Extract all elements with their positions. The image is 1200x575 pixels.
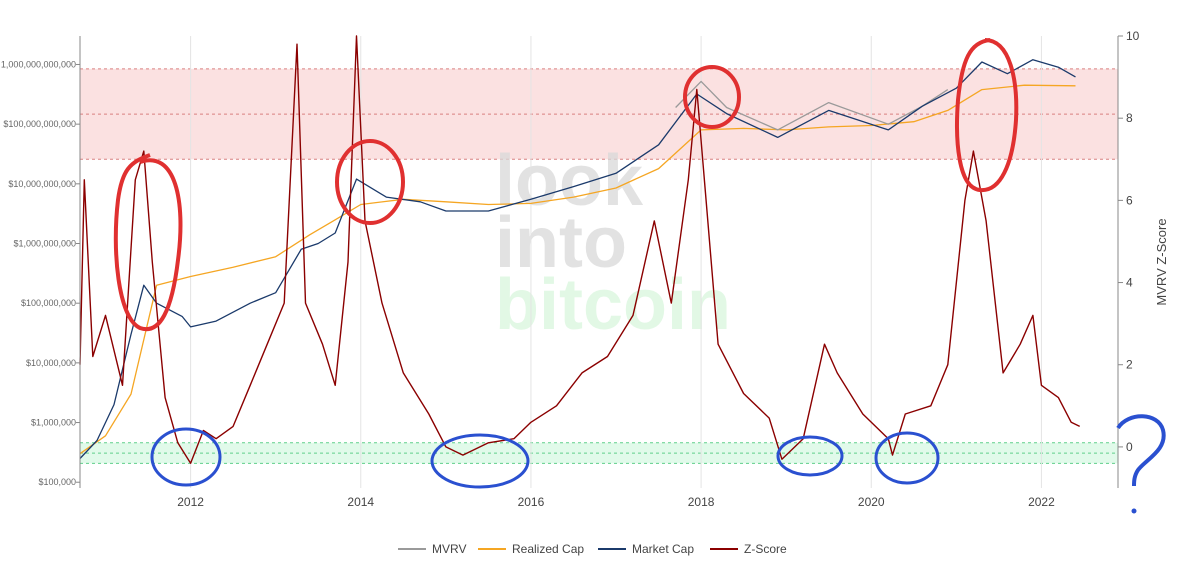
x-tick-label-2: 2016 (518, 495, 545, 509)
legend-label-1[interactable]: Realized Cap (512, 542, 584, 556)
series-lines (79, 35, 1081, 464)
watermark-word-1: into (495, 203, 627, 283)
y-left-tick-label-4: $1,000,000,000 (13, 239, 76, 249)
grid-lines (190, 36, 1042, 488)
x-tick-label-0: 2012 (177, 495, 204, 509)
y-right-tick-label-2: 4 (1126, 276, 1133, 290)
watermark-word-2: bitcoin (495, 265, 731, 345)
series-line-realized-cap (79, 84, 1076, 455)
blue-circle-2020 (874, 431, 940, 485)
bands-layer (80, 68, 1118, 464)
question-mark-dot (1131, 508, 1137, 514)
y-left-tick-label-1: $1,000,000 (31, 418, 76, 428)
blue-circle-2015 (430, 433, 530, 489)
red-circle-2021 (955, 38, 1019, 193)
y-right-tick-label-5: 10 (1126, 29, 1140, 43)
series-line-mvrv (675, 80, 949, 131)
legend-label-2[interactable]: Market Cap (632, 542, 694, 556)
red-circle-2018 (683, 65, 741, 129)
x-tick-label-3: 2018 (688, 495, 715, 509)
y-right-tick-label-4: 8 (1126, 111, 1133, 125)
hand-drawn-annotations (113, 38, 1166, 514)
red-circle-2011 (113, 153, 183, 332)
x-tick-label-1: 2014 (347, 495, 374, 509)
y-left-tick-label-7: 1,000,000,000,000 (1, 59, 76, 69)
y-right-tick-label-3: 6 (1126, 193, 1133, 207)
y-right-tick-label-0: 0 (1126, 440, 1133, 454)
watermark-word-0: look (495, 141, 644, 221)
y-left-tick-label-0: $100,000 (38, 477, 76, 487)
y-right-axis-title: MVRV Z-Score (1154, 218, 1169, 305)
y-right-tick-label-1: 2 (1126, 358, 1133, 372)
x-tick-label-5: 2022 (1028, 495, 1055, 509)
y-left-tick-label-2: $10,000,000 (26, 358, 76, 368)
legend-label-3[interactable]: Z-Score (744, 542, 787, 556)
axes: $100,000 $1,000,000 $10,000,000 $100,000,00… (1, 29, 1169, 509)
blue-circle-2019 (776, 435, 844, 477)
legend-label-0[interactable]: MVRV (432, 542, 466, 556)
question-mark-curve (1116, 414, 1166, 487)
y-left-tick-label-3: $100,000,000 (21, 298, 76, 308)
legend: MVRV Realized Cap Market Cap Z-Score (398, 542, 787, 556)
series-line-z-score (79, 35, 1081, 464)
red-circle-2014 (335, 139, 405, 225)
series-line-market-cap (79, 59, 1076, 459)
y-left-tick-label-5: $10,000,000,000 (8, 179, 76, 189)
x-tick-label-4: 2020 (858, 495, 885, 509)
blue-circle-2012 (150, 427, 222, 487)
y-left-tick-label-6: $100,000,000,000 (3, 119, 76, 129)
